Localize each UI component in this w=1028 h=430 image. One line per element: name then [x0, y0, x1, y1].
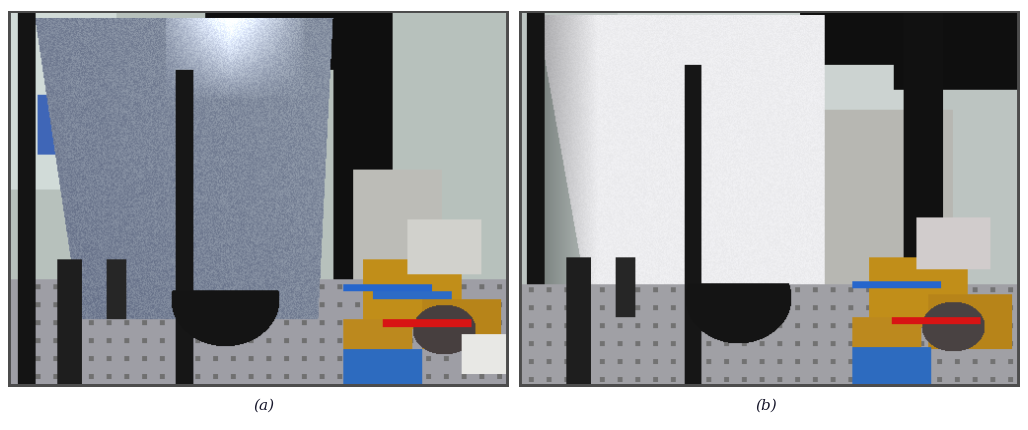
Text: (a): (a)	[254, 399, 274, 413]
Text: (b): (b)	[755, 399, 777, 413]
